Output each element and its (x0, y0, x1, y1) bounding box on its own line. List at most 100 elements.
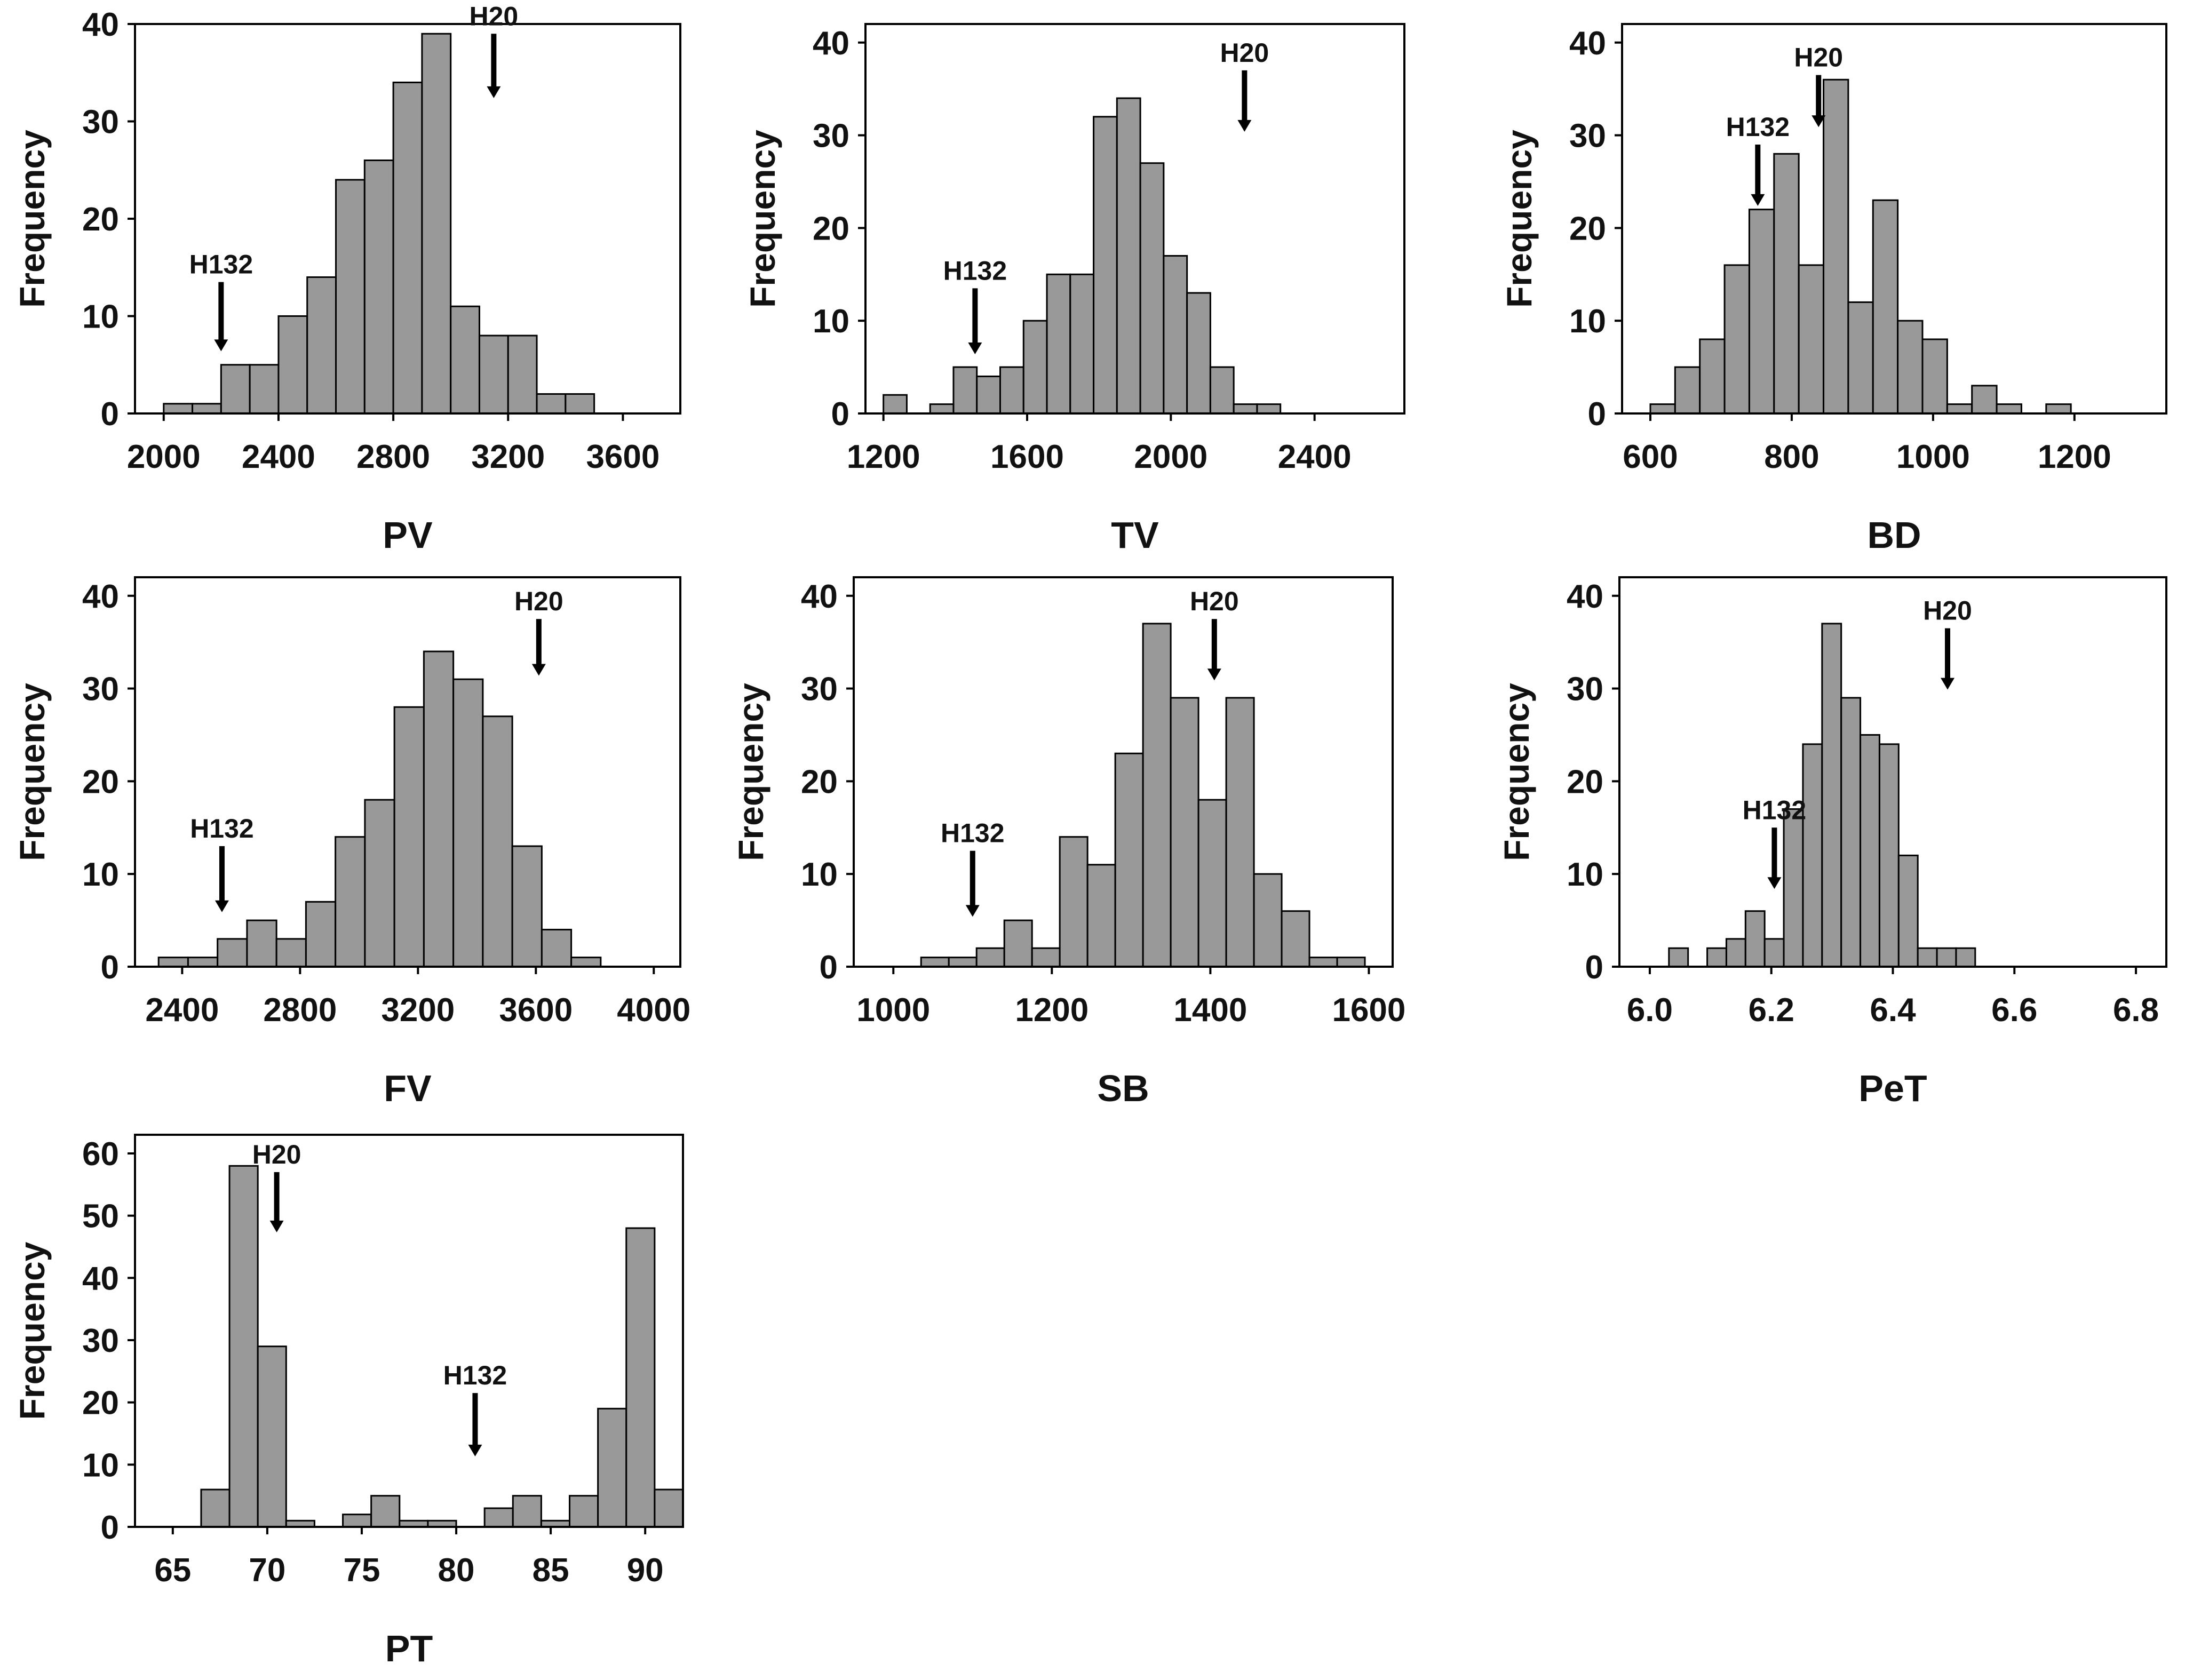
histogram-bar (565, 393, 595, 415)
arrow-head (1767, 877, 1782, 889)
x-tick-label: 1200 (847, 439, 920, 475)
histogram-bar (192, 403, 222, 415)
y-axis-label: Frequency (1499, 130, 1539, 308)
histogram-bar (1821, 623, 1842, 968)
x-tick-label: 6.2 (1749, 992, 1794, 1029)
y-tick-label: 30 (82, 104, 119, 141)
histogram-bar (187, 957, 219, 968)
histogram-bar (1872, 199, 1899, 415)
y-axis-label: Frequency (731, 683, 770, 861)
arrow-head (1207, 668, 1221, 681)
histogram-bar (1046, 273, 1071, 415)
histogram-bar (1253, 873, 1283, 968)
y-tick-label: 40 (82, 6, 119, 43)
y-tick-label: 20 (82, 1385, 119, 1422)
histogram-bar (597, 1407, 627, 1528)
x-tick-label: 3200 (381, 992, 455, 1029)
histogram-bar (1649, 403, 1676, 415)
x-axis-label: PV (383, 514, 433, 556)
x-tick-label: 70 (249, 1552, 285, 1589)
arrow-head (214, 900, 229, 912)
histogram-panel-tv: 0 10 20 30 40 1200 1600 2000 2400 TV Frequency H132… (743, 23, 1405, 556)
histogram-bar (536, 393, 567, 415)
histogram-bar (228, 1165, 259, 1528)
y-tick-label: 0 (820, 949, 838, 986)
annotation-label: H132 (189, 250, 253, 280)
histogram-bar (1163, 255, 1188, 415)
histogram-bar (1022, 320, 1048, 415)
histogram-bar (163, 403, 194, 415)
histogram-bar (1921, 338, 1948, 415)
histogram-bar (257, 1345, 287, 1528)
histogram-bar (478, 335, 509, 415)
arrow-head (1237, 120, 1252, 132)
x-tick-label: 75 (343, 1552, 380, 1589)
y-axis-label: Frequency (12, 130, 52, 308)
histogram-bar (975, 947, 1005, 968)
histogram-bar (1840, 697, 1862, 968)
arrow-head (269, 1220, 284, 1232)
histogram-bar (220, 364, 251, 415)
y-tick-label: 10 (82, 1447, 119, 1484)
histogram-bar (541, 928, 573, 968)
x-tick-label: 3200 (471, 439, 545, 475)
arrow-head (487, 86, 501, 98)
annotation-arrow-h132: H132 (189, 250, 253, 352)
y-tick-label: 10 (801, 856, 838, 893)
x-axis-label: PeT (1858, 1068, 1927, 1109)
histogram-bar (393, 706, 425, 968)
histogram-bar (1744, 910, 1766, 968)
arrow-head (1751, 194, 1765, 206)
histogram-bar (277, 315, 308, 415)
y-tick-label: 20 (1567, 763, 1603, 800)
histogram-bar (370, 1495, 401, 1528)
y-tick-label: 40 (1567, 578, 1603, 615)
annotation-arrow-h132: H132 (943, 256, 1007, 355)
histogram-bar (1936, 947, 1957, 968)
y-tick-label: 0 (1585, 949, 1603, 986)
histogram-bar (1847, 301, 1874, 415)
annotation-label: H132 (1743, 795, 1807, 825)
x-tick-label: 600 (1623, 439, 1678, 475)
histogram-bar (1823, 78, 1849, 415)
histogram-bar (421, 33, 452, 415)
annotation-label: H20 (470, 1, 519, 31)
y-tick-label: 30 (1569, 118, 1606, 155)
annotation-label: H132 (941, 818, 1005, 848)
histogram-bar (625, 1227, 656, 1528)
histogram-bar (249, 364, 280, 415)
histogram-bar (507, 335, 538, 415)
annotation-label: H20 (514, 586, 563, 616)
histogram-bar (1725, 938, 1746, 968)
histogram-bar (363, 160, 394, 415)
histogram-bar (1197, 799, 1227, 968)
y-tick-label: 10 (82, 856, 119, 893)
annotation-label: H132 (443, 1360, 507, 1390)
histogram-bar (1971, 385, 1998, 415)
x-tick-label: 6.6 (1991, 992, 2037, 1029)
histogram-bar (1723, 264, 1750, 415)
x-tick-label: 2400 (145, 992, 219, 1029)
histogram-bar (452, 678, 484, 968)
histogram-bar (335, 179, 366, 415)
annotation-arrow-h20: H20 (1190, 586, 1239, 681)
histogram-bar (654, 1488, 684, 1528)
annotation-arrow-h132: H132 (1743, 795, 1807, 889)
histogram-bar (1674, 366, 1701, 415)
x-tick-label: 6.0 (1627, 992, 1673, 1029)
histogram-bar (217, 938, 248, 968)
histogram-panel-sb: 0 10 20 30 40 1000 1200 1400 1600 SB Frequency H132… (731, 576, 1405, 1109)
annotation-label: H132 (1726, 112, 1790, 142)
annotation-label: H132 (190, 814, 254, 843)
y-axis-label: Frequency (12, 683, 52, 861)
histogram-bar (1233, 403, 1258, 415)
histogram-panel-fv: 0 10 20 30 40 2400 2800 3200 3600 4000 FV Frequency… (12, 576, 690, 1109)
histogram-bar (305, 901, 337, 968)
histogram-bar (948, 957, 978, 968)
x-tick-label: 2000 (1134, 439, 1207, 475)
histogram-bar (306, 276, 337, 415)
histogram-bar (1225, 697, 1255, 968)
y-tick-label: 40 (813, 25, 849, 62)
histogram-bar (1031, 947, 1061, 968)
histogram-bar (569, 1495, 599, 1528)
